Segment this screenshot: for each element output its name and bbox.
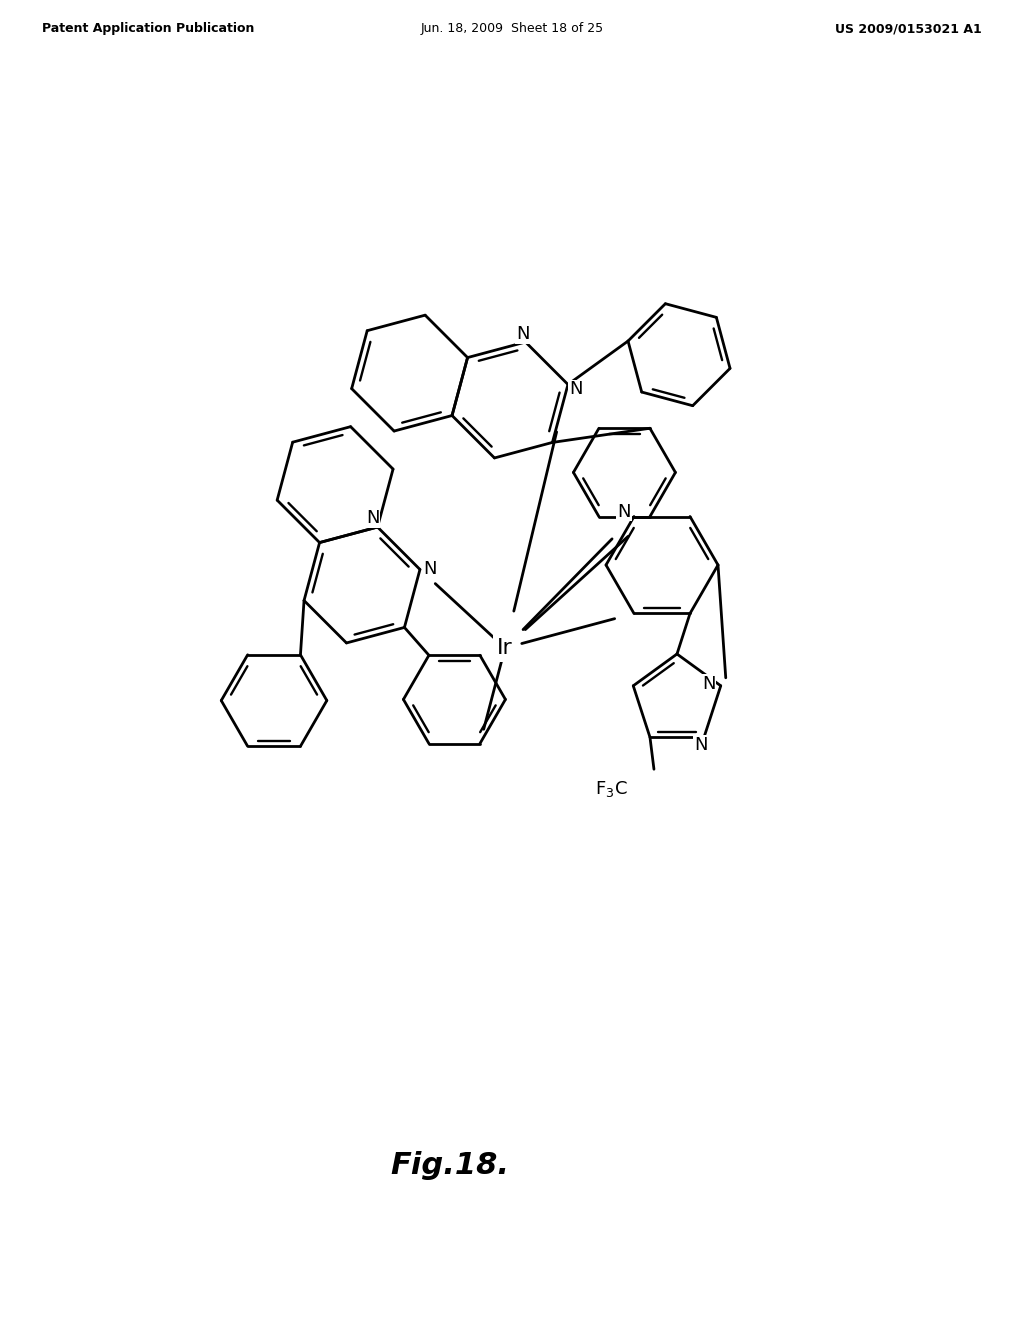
Text: Jun. 18, 2009  Sheet 18 of 25: Jun. 18, 2009 Sheet 18 of 25: [421, 22, 603, 36]
Text: N: N: [617, 503, 631, 520]
Text: N: N: [569, 380, 583, 399]
Text: N: N: [702, 675, 716, 693]
Text: Ir: Ir: [497, 638, 513, 657]
Text: F$_3$C: F$_3$C: [595, 779, 628, 799]
Text: N: N: [423, 561, 436, 578]
Text: N: N: [694, 737, 708, 754]
Text: N: N: [366, 510, 379, 527]
Text: Fig.18.: Fig.18.: [390, 1151, 510, 1180]
Text: Patent Application Publication: Patent Application Publication: [42, 22, 254, 36]
Text: US 2009/0153021 A1: US 2009/0153021 A1: [836, 22, 982, 36]
Text: N: N: [516, 325, 529, 343]
